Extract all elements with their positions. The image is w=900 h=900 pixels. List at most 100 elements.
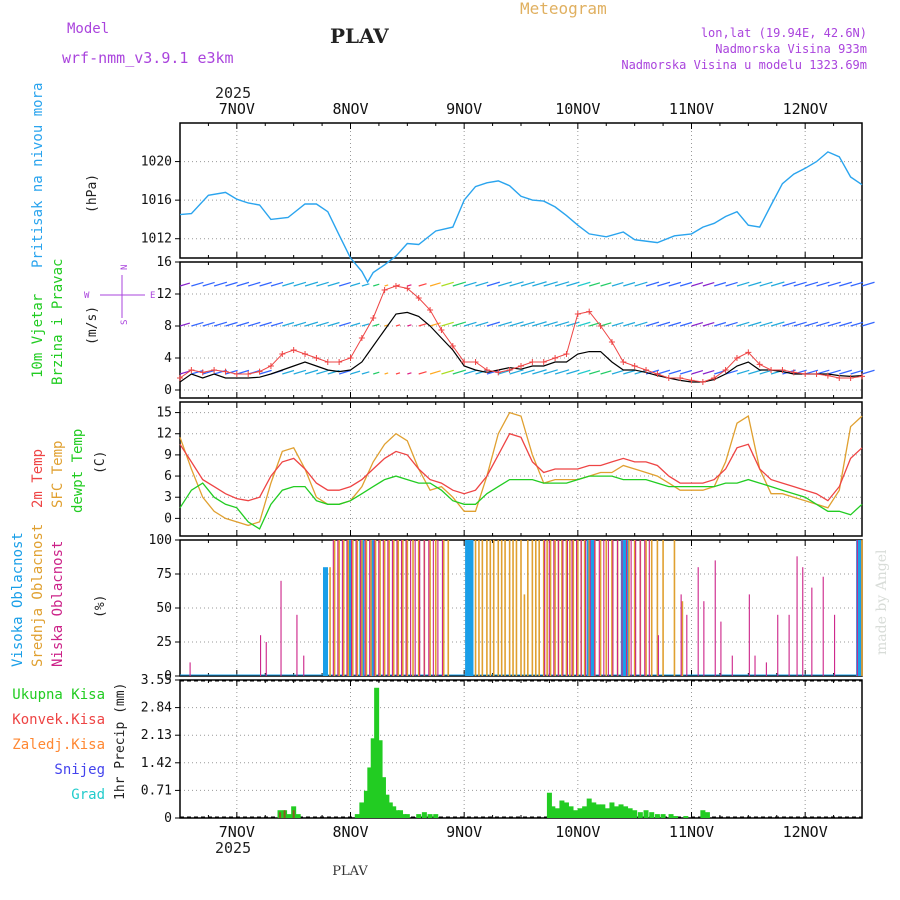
wind-arrow — [850, 281, 864, 287]
wind-gust-marker — [245, 371, 252, 377]
pressure-line — [179, 151, 863, 284]
wind-arrow — [657, 369, 671, 375]
precip-total-bar — [546, 792, 552, 818]
precip-label-snow: Snijeg — [54, 762, 105, 778]
wind-arrow — [520, 321, 535, 327]
precip-total-bar — [700, 810, 706, 818]
wind-gust-marker — [518, 363, 524, 369]
wind-arrow — [441, 281, 454, 287]
wind-arrow — [441, 369, 454, 375]
wind-label-2: Brzina i Pravac — [50, 259, 66, 385]
wind-gust-marker — [790, 369, 797, 376]
wind-arrow — [327, 281, 340, 287]
wind-arrow — [645, 321, 660, 327]
wind-arrow — [452, 281, 466, 287]
wind-gust-marker — [654, 371, 661, 377]
wind-arrow — [714, 281, 727, 287]
wind-gust-marker — [677, 375, 684, 381]
wind-arrow — [759, 369, 773, 375]
y-tick-label: 16 — [156, 255, 172, 270]
wind-arrow — [202, 369, 215, 375]
precip-total-bar — [704, 812, 710, 818]
wind-arrow — [691, 322, 704, 327]
wind-arrow — [827, 321, 841, 327]
wind-arrow — [804, 281, 819, 287]
wind-arrow — [520, 281, 535, 287]
high-cloud-bar — [468, 540, 474, 676]
wind-gust-marker — [586, 308, 593, 315]
wind-arrow — [327, 321, 340, 327]
wind-arrow — [486, 369, 500, 375]
wind-arrow — [475, 321, 489, 327]
wind-arrow — [191, 281, 204, 287]
sfc-temp-line — [179, 411, 863, 527]
wind-gust-marker — [699, 379, 706, 385]
model-altitude-text: Nadmorska Visina u modelu 1323.69m — [621, 58, 867, 72]
wind-arrow — [748, 369, 762, 375]
y-tick-label: 2.84 — [141, 701, 172, 716]
wind-arrow — [486, 321, 500, 327]
wind-gust-marker — [381, 287, 388, 293]
y-tick-label: 2.13 — [141, 728, 172, 743]
wind-arrow — [213, 281, 228, 287]
high-cloud-bar — [590, 540, 596, 676]
wind-arrow — [293, 281, 307, 287]
wind-gust-marker — [506, 367, 513, 373]
y-tick-label: 0 — [164, 811, 172, 826]
wind-arrow — [304, 281, 319, 287]
wind-arrow — [736, 281, 750, 287]
precip-conv-bar — [292, 810, 295, 818]
high-cloud-bar — [465, 540, 471, 676]
wind-arrow — [554, 369, 570, 375]
precip-total-bar — [398, 810, 404, 818]
day-label-bottom: 12NOV — [783, 823, 828, 841]
panel-2: 0 3 6 9 12 15 — [156, 401, 863, 537]
wind-arrow — [407, 284, 412, 287]
precip-total-bar — [582, 806, 588, 818]
wind-arrow — [282, 321, 295, 327]
wind-arrow — [782, 281, 796, 287]
panel-0: 1012 1016 1020 — [141, 122, 863, 259]
wind-arrow — [793, 281, 807, 287]
high-cloud-bar — [370, 540, 376, 676]
precip-total-bar — [568, 806, 574, 818]
wind-arrow — [213, 369, 228, 375]
model-label: Model — [67, 21, 109, 37]
model-name: wrf-nmm_v3.9.1 e3km — [62, 49, 234, 67]
wind-arrow — [395, 372, 401, 375]
wind-arrow — [770, 281, 785, 287]
precip-total-bar — [359, 802, 365, 818]
high-cloud-bar — [348, 540, 353, 676]
wind-arrow — [350, 370, 361, 375]
wind-gust-marker — [358, 335, 365, 341]
wind-gust-marker — [222, 368, 229, 375]
precip-total-bar — [632, 810, 638, 818]
precip-total-bar — [384, 794, 390, 818]
wind-arrow — [191, 321, 204, 327]
wind-arrow — [589, 282, 601, 287]
precip-total-bar — [401, 814, 407, 818]
wind-arrow — [350, 282, 361, 287]
lonlat-text: lon,lat (19.94E, 42.6N) — [701, 26, 867, 40]
wind-arrow — [816, 281, 830, 287]
precip-total-bar — [421, 812, 427, 818]
wind-arrow — [225, 321, 238, 327]
high-cloud-bar — [620, 540, 626, 676]
wind-arrow — [600, 322, 612, 327]
wind-arrow — [861, 281, 875, 287]
y-tick-label: 1012 — [141, 232, 172, 247]
wind-arrow — [418, 283, 427, 287]
wind-arrow — [486, 281, 500, 287]
wind-arrow — [679, 369, 692, 375]
wind-arrow — [350, 322, 361, 327]
precip-total-bar — [627, 808, 633, 818]
wind-gust-marker — [472, 359, 479, 365]
wind-arrow — [839, 321, 852, 327]
wind-arrow — [407, 372, 412, 375]
y-tick-label: 4 — [164, 351, 172, 366]
y-tick-label: 1020 — [141, 155, 172, 170]
wind-arrow — [338, 281, 351, 287]
wind-gust-marker — [552, 355, 559, 361]
wind-arrow — [384, 372, 389, 375]
wind-arrow — [509, 369, 524, 375]
